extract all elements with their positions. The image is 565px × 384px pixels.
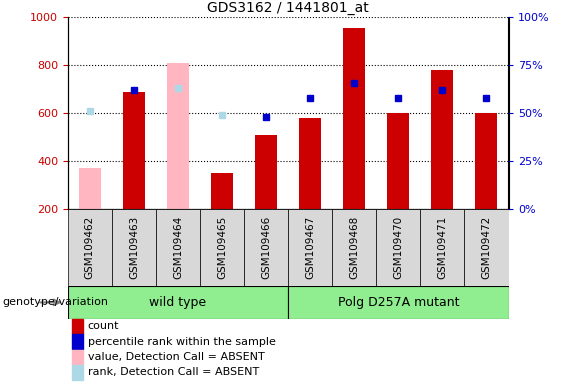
Bar [244,209,288,286]
Text: count: count [88,321,119,331]
Text: GSM109468: GSM109468 [349,216,359,279]
Text: rank, Detection Call = ABSENT: rank, Detection Call = ABSENT [88,367,259,377]
Text: wild type: wild type [149,296,207,309]
Bar [464,209,508,286]
Bar [156,209,200,286]
Text: Polg D257A mutant: Polg D257A mutant [337,296,459,309]
Bar [211,173,233,209]
Text: GSM109470: GSM109470 [393,216,403,279]
Bar [167,63,189,209]
Bar [431,70,453,209]
Bar [123,92,145,209]
Text: GSM109466: GSM109466 [261,216,271,279]
Bar [72,334,83,349]
Bar [299,118,321,209]
Bar [420,209,464,286]
Text: GSM109467: GSM109467 [305,216,315,279]
Bar [72,319,83,334]
Text: GSM109465: GSM109465 [217,216,227,279]
Bar [72,365,83,380]
Text: GSM109471: GSM109471 [437,216,447,279]
Bar [68,286,288,319]
Bar [376,209,420,286]
Bar [288,286,508,319]
Text: GSM109472: GSM109472 [481,216,492,279]
Text: genotype/variation: genotype/variation [3,297,109,308]
Text: GSM109464: GSM109464 [173,216,183,279]
Bar [255,135,277,209]
Text: GSM109462: GSM109462 [85,216,95,279]
Text: percentile rank within the sample: percentile rank within the sample [88,337,276,347]
Bar [288,209,332,286]
Bar [112,209,156,286]
Bar [332,209,376,286]
Bar [200,209,244,286]
Bar [475,113,497,209]
Text: value, Detection Call = ABSENT: value, Detection Call = ABSENT [88,352,264,362]
Bar [387,113,409,209]
Text: GSM109463: GSM109463 [129,216,139,279]
Title: GDS3162 / 1441801_at: GDS3162 / 1441801_at [207,1,369,15]
Bar [72,350,83,364]
Bar [68,209,112,286]
Bar [343,28,365,209]
Bar [79,169,101,209]
